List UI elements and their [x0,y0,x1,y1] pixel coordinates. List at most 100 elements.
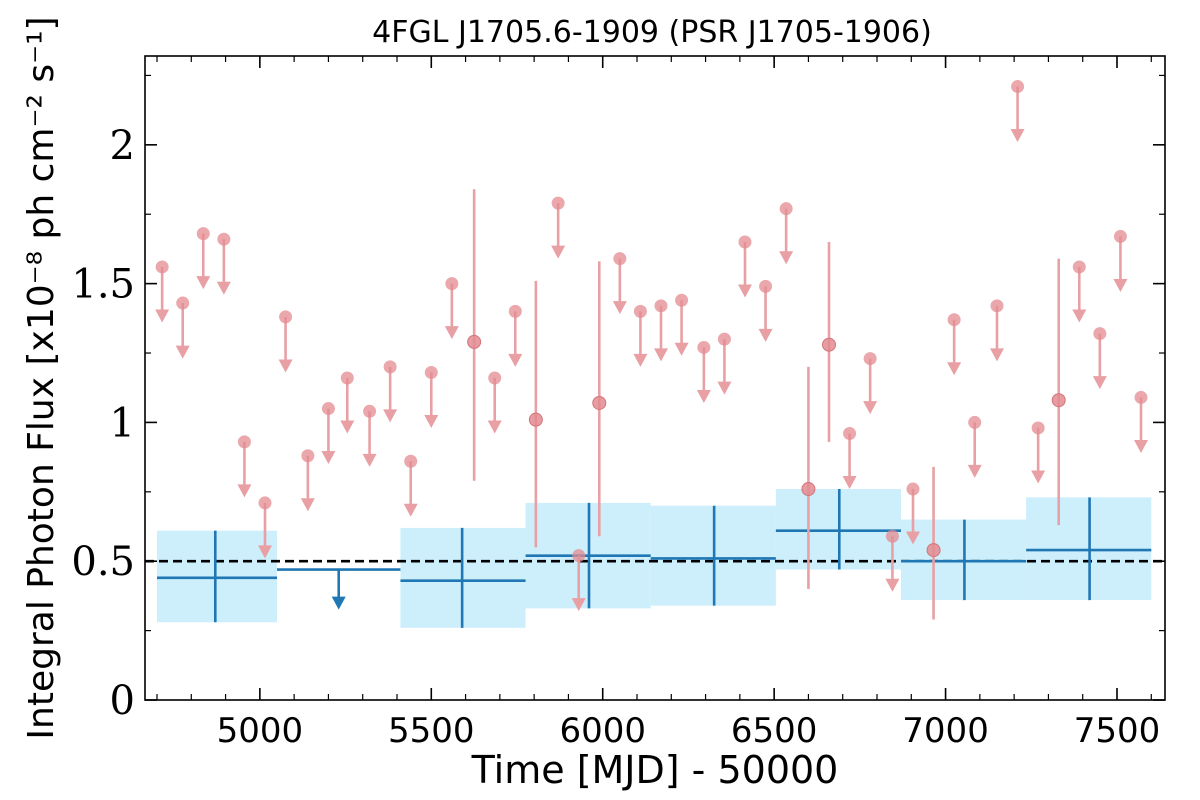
short-bin-ul-arrow [947,362,962,376]
x-axis-label: Time [MJD] - 50000 [471,748,839,792]
short-bin-ul-arrow [340,420,355,434]
short-bin-ul-arrow [1010,129,1025,143]
plot-area [145,80,1165,628]
x-tick-label: 5000 [217,711,304,751]
short-bin-ul-arrow [885,578,900,592]
x-tick-label: 6500 [731,711,818,751]
long-bin-band [157,530,277,623]
short-bin-ul-arrow [321,451,336,465]
short-bin-ul-point [301,449,315,463]
short-bin-ul-point [1072,260,1086,274]
short-bin-ul-arrow [654,348,668,362]
short-bin-ul-arrow [278,359,293,373]
short-bin-ul-point [508,304,522,318]
long-bin-ul-arrow [331,596,346,610]
short-bin-ul-arrow [444,326,459,340]
short-bin-ul-point [947,313,961,327]
short-bin-ul-arrow [1072,309,1087,323]
short-bin-ul-arrow [155,309,170,323]
short-bin-ul-arrow [383,409,398,423]
short-bin-ul-point [968,415,982,429]
short-bin-ul-point [404,454,418,468]
short-bin-ul-arrow [237,484,252,498]
short-bin-ul-point [613,252,627,266]
short-bin-ul-arrow [738,284,752,298]
short-bin-ul-arrow [258,545,272,559]
short-bin-ul-point [738,235,752,249]
short-bin-ul-point [237,435,251,449]
short-bin-ul-point [321,402,335,416]
short-bin-ul-point [759,279,773,293]
short-bin-ul-arrow [863,401,878,415]
short-bin-ul-arrow [990,348,1004,362]
short-bin-ul-point [445,277,459,291]
short-bin-point [467,334,482,349]
short-bin-ul-arrow [300,498,315,512]
short-bin-point [801,482,816,497]
short-bin-ul-point [906,482,920,496]
short-bin-ul-point [1113,229,1127,243]
short-bin-ul-arrow [758,328,773,342]
short-bin-ul-arrow [906,531,920,545]
y-tick-label: 0 [110,678,135,724]
x-tick-label: 7000 [902,711,989,751]
short-bin-ul-point [155,260,169,274]
short-bin-ul-point [217,232,231,246]
short-bin-ul-point [863,352,877,366]
short-bin-ul-arrow [674,342,689,356]
short-bin-ul-point [1011,80,1025,94]
short-bin-ul-point [340,371,354,385]
short-bin-ul-arrow [551,245,566,259]
short-bin-ul-point [885,529,899,543]
axes-frame [144,55,1166,701]
short-bin-ul-point [279,310,293,324]
short-bin-ul-point [424,365,438,379]
short-bin-ul-arrow [779,251,794,265]
y-axis-label: Integral Photon Flux [x10⁻⁸ ph cm⁻² s⁻¹] [21,16,62,739]
short-bin-ul-arrow [362,453,377,467]
short-bin-point [926,543,941,558]
x-tick-label: 5500 [388,711,475,751]
short-bin-point [528,412,543,427]
short-bin-ul-arrow [571,598,586,612]
axis-ticks [145,56,1165,701]
short-bin-ul-arrow [967,464,982,478]
short-bin-ul-point [258,496,272,510]
short-bin-ul-point [697,340,711,354]
short-bin-ul-point [633,304,647,318]
short-bin-ul-arrow [403,503,418,517]
short-bin-ul-point [675,293,689,307]
short-bin-ul-arrow [508,353,523,367]
short-bin-ul-point [551,196,565,210]
chart-title: 4FGL J1705.6-1909 (PSR J1705-1906) [372,15,932,50]
short-bin-ul-point [779,202,793,216]
x-tick-label: 6000 [559,711,646,751]
short-bin-ul-point [176,296,190,310]
short-bin-ul-arrow [1113,278,1128,292]
y-tick-label: 0.5 [71,539,135,585]
short-bin-ul-arrow [1031,470,1046,484]
short-bin-ul-arrow [487,420,502,434]
short-bin-ul-point [383,360,397,374]
short-bin-ul-point [1031,421,1045,435]
short-bin-ul-arrow [633,353,648,367]
short-bin-ul-arrow [842,476,857,490]
short-bin-ul-arrow [612,301,627,315]
short-bin-ul-point [488,371,502,385]
short-bin-ul-arrow [424,414,439,428]
y-tick-label: 1.5 [71,262,135,308]
short-bin-point [822,337,836,352]
y-tick-label: 1 [110,400,135,446]
short-bin-ul-arrow [196,276,211,290]
short-bin-ul-arrow [696,389,711,403]
short-bin-point [1051,393,1066,408]
short-bin-ul-point [843,427,857,441]
short-bin-ul-point [1134,390,1148,404]
short-bin-ul-arrow [1134,439,1148,453]
short-bin-ul-point [654,299,668,313]
short-bin-point [592,395,607,410]
short-bin-ul-point [717,332,731,346]
x-tick-label: 7500 [1074,711,1161,751]
short-bin-ul-point [1093,327,1107,341]
